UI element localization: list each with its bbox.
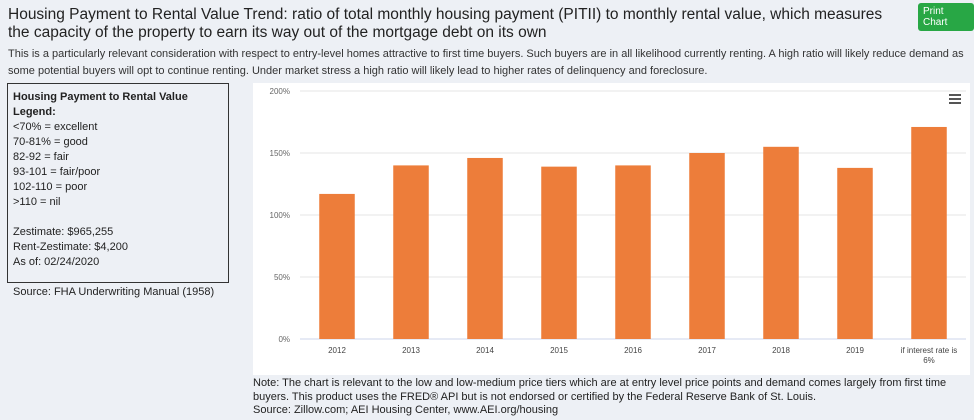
legend-heading: Housing Payment to Rental Value Legend: bbox=[13, 91, 188, 118]
page-title: Housing Payment to Rental Value Trend: r… bbox=[8, 6, 883, 41]
y-tick-label: 50% bbox=[274, 273, 290, 282]
legend-box: Housing Payment to Rental Value Legend: … bbox=[7, 83, 229, 298]
bar bbox=[393, 165, 429, 339]
rent-zestimate: Rent-Zestimate: $4,200 bbox=[13, 241, 128, 253]
legend-item: 82-92 = fair bbox=[13, 151, 69, 163]
legend-item: <70% = excellent bbox=[13, 121, 98, 133]
x-tick-label: 2014 bbox=[476, 346, 494, 355]
x-tick-label: 2018 bbox=[772, 346, 790, 355]
legend-item: 93-101 = fair/poor bbox=[13, 166, 101, 178]
source-text: Source: Zillow.com; AEI Housing Center, … bbox=[253, 404, 559, 416]
y-tick-label: 200% bbox=[270, 87, 290, 96]
x-tick-label: 2017 bbox=[698, 346, 716, 355]
bar bbox=[911, 126, 947, 340]
legend-item: 102-110 = poor bbox=[13, 181, 88, 193]
x-tick-label: 2016 bbox=[624, 346, 642, 355]
zestimate: Zestimate: $965,255 bbox=[13, 226, 114, 238]
chart-note: Note: The chart is relevant to the low a… bbox=[253, 377, 970, 418]
bar bbox=[319, 193, 355, 339]
description: This is a particularly relevant consider… bbox=[8, 48, 964, 77]
bar bbox=[837, 167, 873, 339]
bar bbox=[689, 153, 725, 339]
bar bbox=[541, 166, 577, 339]
x-tick-label: 2012 bbox=[328, 346, 346, 355]
note-text: Note: The chart is relevant to the low a… bbox=[253, 377, 947, 403]
legend-item: >110 = nil bbox=[13, 196, 61, 208]
y-tick-label: 100% bbox=[270, 211, 290, 220]
hamburger-icon[interactable] bbox=[949, 94, 961, 104]
chart-svg: 0% 50% 100% 150% 200% 2012 2013 2014 2015 2016 201… bbox=[270, 87, 966, 365]
bar bbox=[467, 157, 503, 339]
x-tick-label: 2019 bbox=[846, 346, 864, 355]
y-tick-label: 150% bbox=[270, 149, 290, 158]
legend-source: Source: FHA Underwriting Manual (1958) bbox=[13, 286, 215, 298]
bar bbox=[763, 146, 799, 339]
print-chart-button[interactable]: Print Chart bbox=[918, 3, 974, 31]
x-tick-label: 2015 bbox=[550, 346, 568, 355]
bar bbox=[615, 165, 651, 339]
legend-item: 70-81% = good bbox=[13, 136, 88, 148]
x-tick-label: if interest rate is bbox=[901, 346, 957, 355]
x-tick-label: 2013 bbox=[402, 346, 420, 355]
as-of-date: As of: 02/24/2020 bbox=[13, 256, 100, 268]
y-tick-label: 0% bbox=[278, 335, 290, 344]
bar-chart: 0% 50% 100% 150% 200% 2012 2013 2014 2015 2016 201… bbox=[253, 83, 970, 375]
x-tick-label: 6% bbox=[923, 356, 935, 365]
